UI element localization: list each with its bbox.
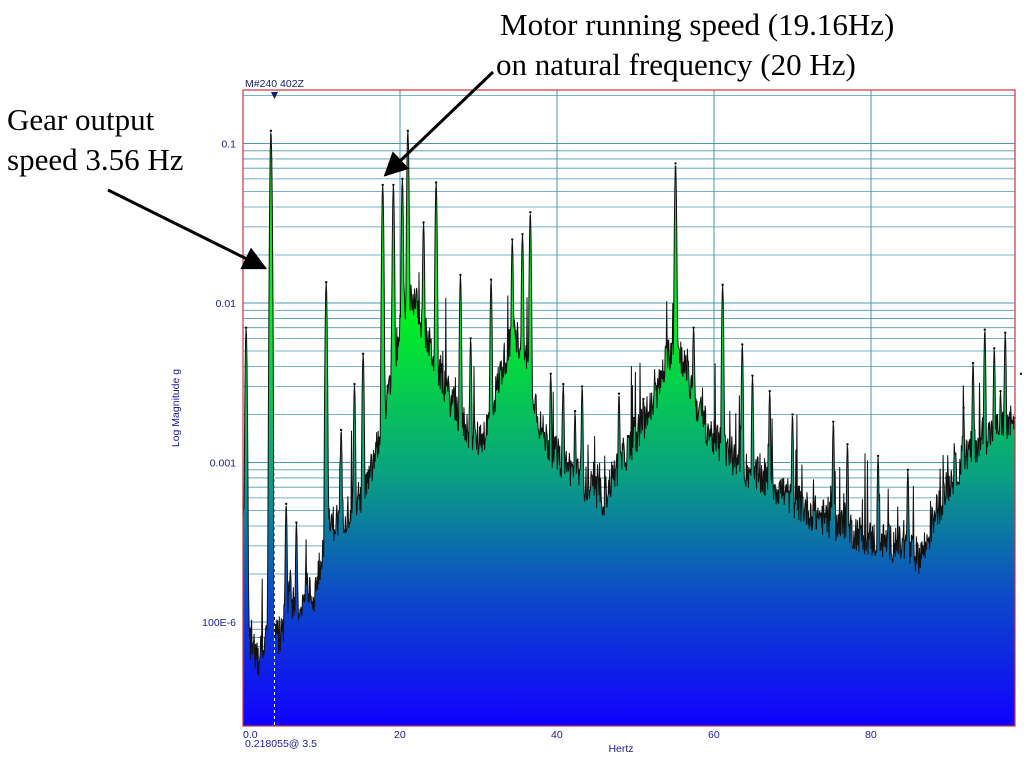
x-tick-label: 20 bbox=[394, 729, 406, 741]
motor-speed-annotation-line-1: Motor running speed (19.16Hz) bbox=[500, 7, 894, 42]
spectrum-peak bbox=[906, 468, 910, 471]
spectrum-peak bbox=[846, 443, 849, 446]
spectrum-peak bbox=[993, 347, 996, 350]
spectrum-peak bbox=[469, 337, 472, 340]
gear-output-annotation: Gear output speed 3.56 Hz bbox=[7, 102, 183, 177]
cursor-marker-label: M#240 402Z bbox=[245, 78, 305, 90]
motor-speed-annotation: Motor running speed (19.16Hz) on natural… bbox=[496, 7, 902, 82]
cursor-readout: 0.218055@ 3.5 bbox=[245, 738, 317, 750]
spectrum-peak bbox=[791, 413, 794, 416]
gear-output-annotation-line-2: speed 3.56 Hz bbox=[7, 142, 183, 177]
spectrum-peak bbox=[1004, 331, 1007, 335]
spectrum-peak bbox=[580, 385, 584, 388]
x-tick-label: 80 bbox=[865, 729, 877, 741]
spectrum-peak bbox=[632, 416, 636, 420]
spectrum-peak bbox=[361, 352, 365, 356]
spectrum-peak bbox=[422, 221, 425, 224]
spectrum-peak bbox=[339, 428, 343, 432]
spectrum-peak bbox=[1019, 372, 1023, 375]
spectrum-peak bbox=[434, 181, 438, 184]
y-tick-label: 0.1 bbox=[221, 139, 236, 151]
gear-output-arrow bbox=[107, 188, 268, 270]
x-tick-label: 0.0 bbox=[243, 729, 258, 741]
spectrum-peak bbox=[381, 183, 384, 187]
spectrum-peak bbox=[721, 283, 724, 287]
motor-speed-arrow bbox=[383, 70, 495, 177]
spectrum-peak bbox=[617, 392, 621, 395]
spectrum-peak bbox=[751, 374, 754, 377]
spectrum-peak bbox=[768, 389, 771, 393]
spectrum-peak bbox=[325, 281, 328, 284]
cursor-marker-triangle[interactable] bbox=[270, 92, 278, 99]
spectrum-peak bbox=[284, 502, 288, 506]
x-axis-title: Hertz bbox=[608, 743, 633, 755]
spectrum-peak bbox=[244, 326, 248, 329]
spectrum-peak bbox=[832, 420, 835, 423]
y-axis-title: Log Magnitude g bbox=[170, 369, 182, 447]
spectrum-peak bbox=[562, 382, 565, 386]
spectrum-peak bbox=[521, 232, 524, 236]
plot-frame bbox=[242, 89, 1016, 727]
spectrum-peak bbox=[459, 273, 462, 277]
spectrum-peak bbox=[642, 397, 645, 401]
x-tick-labels: 0.0 20 40 60 80 bbox=[243, 729, 877, 741]
gear-output-annotation-line-1: Gear output bbox=[7, 102, 155, 137]
spectrum-peak bbox=[876, 454, 880, 458]
spectrum-peak bbox=[401, 177, 404, 181]
spectrum-peak bbox=[529, 211, 532, 214]
spectrum-peak bbox=[406, 129, 410, 133]
x-tick-label: 60 bbox=[708, 729, 720, 741]
y-tick-label: 0.001 bbox=[210, 458, 236, 470]
spectrum-peak bbox=[971, 361, 975, 365]
spectrum-peak bbox=[983, 328, 987, 331]
spectrum-peak bbox=[692, 326, 695, 329]
peak-marks bbox=[244, 129, 1023, 524]
spectrum-peak bbox=[511, 238, 514, 241]
x-tick-label: 40 bbox=[551, 729, 563, 741]
spectrum-peak bbox=[549, 372, 552, 375]
y-tick-label: 0.01 bbox=[216, 298, 237, 310]
spectrum-peak bbox=[573, 409, 577, 413]
spectrum-peak bbox=[962, 406, 965, 410]
spectrum-peak bbox=[741, 343, 744, 346]
y-tick-labels: 100E-6 0.001 0.01 0.1 bbox=[202, 139, 236, 630]
y-tick-label: 100E-6 bbox=[202, 617, 236, 629]
spectrum-peak bbox=[999, 389, 1002, 393]
spectrum-peak bbox=[392, 183, 395, 187]
spectrum-area bbox=[243, 131, 1015, 726]
spectrum-peak bbox=[269, 129, 273, 133]
spectrum-peak bbox=[674, 162, 677, 165]
spectrum-peak bbox=[489, 278, 493, 281]
spectrum-peak bbox=[945, 476, 948, 480]
spectrum-peak bbox=[295, 521, 298, 524]
spectrum-peak bbox=[353, 382, 356, 386]
motor-speed-annotation-line-2: on natural frequency (20 Hz) bbox=[496, 47, 856, 82]
